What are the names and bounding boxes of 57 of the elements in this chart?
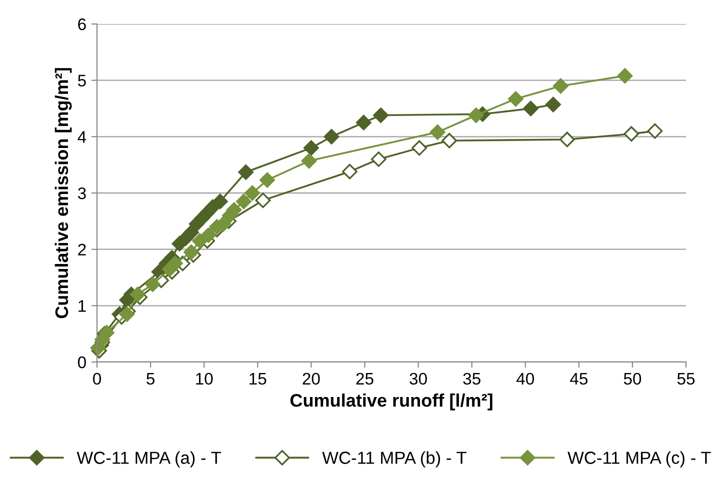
point	[301, 153, 317, 169]
point	[98, 324, 114, 340]
x-tick-label: 55	[677, 373, 695, 385]
point	[523, 100, 538, 116]
point	[442, 132, 458, 148]
y-tick-label: 1	[78, 300, 86, 312]
point	[200, 228, 216, 243]
y-tick-label: 6	[78, 18, 86, 30]
point	[244, 185, 260, 201]
point	[212, 194, 228, 210]
x-tick-label: 30	[410, 372, 427, 385]
x-tick-label: 10	[196, 372, 213, 385]
y-tick-label: 4	[78, 131, 86, 143]
point	[624, 126, 640, 142]
point	[647, 123, 663, 139]
x-tick-label: 35	[463, 372, 480, 385]
point	[236, 194, 252, 210]
x-tick-label: 40	[516, 372, 534, 385]
point	[617, 68, 633, 84]
point	[412, 140, 428, 156]
y-axis-title: Cumulative emission [mg/m²]	[54, 68, 72, 318]
x-axis-title: Cumulative runoff [l/m²]	[290, 394, 492, 410]
point	[552, 78, 568, 94]
y-tick-label: 0	[78, 356, 86, 368]
legend-label: WC-11 MPA (a) - T	[76, 451, 222, 468]
x-tick-label: 25	[356, 372, 374, 385]
point	[468, 108, 484, 123]
x-tick-label: 20	[302, 372, 320, 385]
point	[559, 132, 575, 148]
point	[255, 192, 271, 208]
point	[260, 172, 275, 188]
point	[545, 96, 561, 112]
legend-label: WC-11 MPA (c) - T	[568, 451, 711, 468]
point	[167, 256, 183, 272]
point	[370, 151, 386, 167]
legend-label: WC-11 MPA (b) - T	[322, 451, 466, 468]
x-tick-label: 5	[146, 373, 154, 385]
point	[238, 164, 254, 180]
x-tick-label: 0	[93, 372, 101, 385]
point	[324, 128, 340, 144]
point	[430, 124, 446, 140]
point	[184, 224, 199, 240]
point	[130, 286, 146, 302]
point	[373, 108, 388, 123]
point	[184, 244, 199, 260]
point	[342, 164, 358, 180]
x-tick-label: 45	[570, 373, 588, 385]
point	[303, 140, 319, 156]
y-tick-label: 3	[78, 187, 86, 200]
point	[508, 91, 524, 107]
point	[192, 233, 208, 249]
x-tick-label: 50	[624, 372, 642, 385]
point	[144, 276, 160, 292]
y-tick-label: 5	[78, 74, 86, 87]
point	[356, 114, 372, 130]
y-tick-label: 2	[78, 244, 86, 256]
x-tick-label: 15	[250, 373, 266, 385]
